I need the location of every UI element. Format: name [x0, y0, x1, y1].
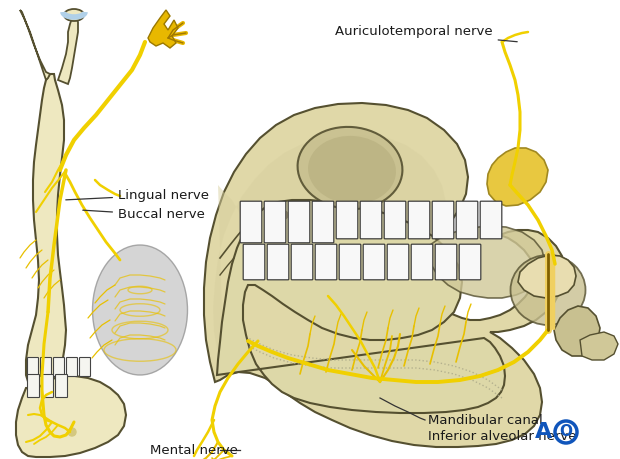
- FancyBboxPatch shape: [79, 358, 91, 376]
- FancyBboxPatch shape: [480, 201, 502, 239]
- Text: Auriculotemporal nerve: Auriculotemporal nerve: [335, 26, 517, 42]
- Polygon shape: [429, 226, 545, 298]
- Text: A: A: [534, 422, 552, 442]
- Polygon shape: [26, 74, 66, 395]
- FancyBboxPatch shape: [459, 244, 481, 280]
- Polygon shape: [16, 376, 126, 457]
- FancyBboxPatch shape: [56, 375, 68, 397]
- FancyBboxPatch shape: [411, 244, 433, 280]
- FancyBboxPatch shape: [288, 201, 310, 243]
- Text: Inferior alveolar nerve: Inferior alveolar nerve: [428, 430, 577, 442]
- Polygon shape: [518, 255, 576, 298]
- FancyBboxPatch shape: [339, 244, 361, 280]
- FancyBboxPatch shape: [27, 375, 40, 397]
- Ellipse shape: [64, 9, 84, 21]
- Polygon shape: [58, 18, 78, 84]
- Circle shape: [68, 428, 76, 436]
- Polygon shape: [204, 103, 565, 447]
- FancyBboxPatch shape: [240, 201, 262, 243]
- Polygon shape: [148, 10, 178, 48]
- Polygon shape: [217, 200, 505, 413]
- Text: Mandibular canal: Mandibular canal: [428, 414, 542, 426]
- Text: Mental nerve: Mental nerve: [150, 443, 238, 457]
- FancyBboxPatch shape: [264, 201, 286, 243]
- FancyBboxPatch shape: [388, 244, 409, 280]
- FancyBboxPatch shape: [27, 358, 38, 376]
- FancyBboxPatch shape: [40, 358, 51, 376]
- FancyBboxPatch shape: [336, 201, 358, 239]
- FancyBboxPatch shape: [53, 358, 64, 376]
- FancyBboxPatch shape: [291, 244, 313, 280]
- FancyBboxPatch shape: [435, 244, 457, 280]
- Polygon shape: [213, 135, 446, 372]
- Text: O: O: [559, 425, 572, 440]
- FancyBboxPatch shape: [363, 244, 385, 280]
- FancyBboxPatch shape: [243, 244, 265, 280]
- FancyBboxPatch shape: [42, 375, 53, 397]
- Polygon shape: [487, 148, 548, 206]
- Ellipse shape: [298, 127, 402, 209]
- FancyBboxPatch shape: [267, 244, 289, 280]
- FancyBboxPatch shape: [432, 201, 454, 239]
- Polygon shape: [554, 306, 600, 356]
- Text: Lingual nerve: Lingual nerve: [66, 189, 209, 202]
- Polygon shape: [580, 332, 618, 360]
- FancyBboxPatch shape: [456, 201, 478, 239]
- Circle shape: [280, 211, 288, 219]
- FancyBboxPatch shape: [408, 201, 430, 239]
- FancyBboxPatch shape: [360, 201, 382, 239]
- FancyBboxPatch shape: [315, 244, 337, 280]
- Polygon shape: [20, 10, 50, 80]
- Ellipse shape: [510, 255, 585, 325]
- Text: Buccal nerve: Buccal nerve: [82, 208, 205, 222]
- FancyBboxPatch shape: [384, 201, 406, 239]
- FancyBboxPatch shape: [66, 358, 78, 376]
- Ellipse shape: [92, 245, 187, 375]
- FancyBboxPatch shape: [312, 201, 334, 243]
- Ellipse shape: [308, 136, 396, 204]
